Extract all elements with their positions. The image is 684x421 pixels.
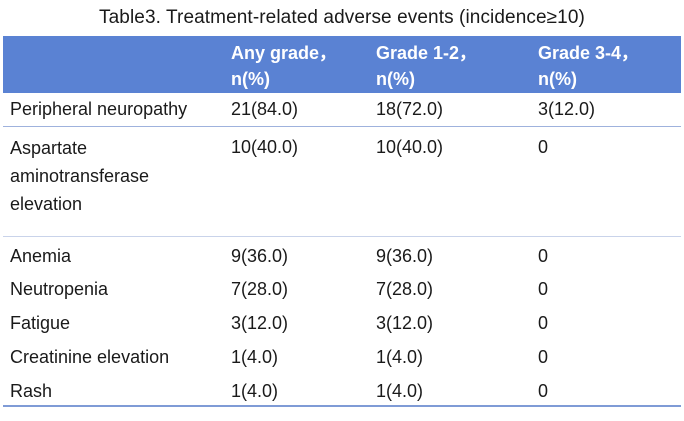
adverse-events-table: Any grade， n(%) Grade 1-2， n(%) Grade 3-… xyxy=(3,36,681,407)
grade-3-4-cell: 0 xyxy=(538,347,549,367)
any-grade-cell: 3(12.0) xyxy=(231,313,289,333)
header-cell-event xyxy=(3,36,224,93)
grade-1-2-cell: 3(12.0) xyxy=(376,313,434,333)
header-cell-grade-1-2: Grade 1-2， n(%) xyxy=(369,36,531,93)
event-cell: Peripheral neuropathy xyxy=(3,93,224,127)
table-row: Neutropenia 7(28.0) 7(28.0) 0 xyxy=(3,270,681,304)
any-grade-cell: 21(84.0) xyxy=(224,93,369,127)
grade-3-4-cell: 0 xyxy=(538,136,549,157)
any-grade-cell: 1(4.0) xyxy=(231,347,279,367)
event-cell: Rash xyxy=(3,372,224,407)
header-any-grade-line2: n(%) xyxy=(231,69,270,89)
event-cell: Neutropenia xyxy=(10,279,109,299)
header-row: Any grade， n(%) Grade 1-2， n(%) Grade 3-… xyxy=(3,36,681,93)
table-row: Fatigue 3(12.0) 3(12.0) 0 xyxy=(3,304,681,338)
table-row: Rash 1(4.0) 1(4.0) 0 xyxy=(3,372,681,407)
header-any-grade-line1: Any grade， xyxy=(231,43,338,63)
grade-1-2-cell: 7(28.0) xyxy=(376,279,434,299)
header-cell-grade-3-4: Grade 3-4， n(%) xyxy=(531,36,681,93)
grade-3-4-cell: 3(12.0) xyxy=(531,93,681,127)
table: Any grade， n(%) Grade 1-2， n(%) Grade 3-… xyxy=(3,36,681,407)
any-grade-cell: 10(40.0) xyxy=(231,136,299,157)
grade-1-2-cell: 10(40.0) xyxy=(376,136,444,157)
grade-3-4-cell: 0 xyxy=(531,235,681,270)
grade-3-4-cell: 0 xyxy=(538,279,549,299)
header-grade-1-2-line2: n(%) xyxy=(376,69,415,89)
table-body: Peripheral neuropathy 21(84.0) 18(72.0) … xyxy=(3,93,681,407)
grade-1-2-cell: 1(4.0) xyxy=(369,372,531,407)
any-grade-cell: 1(4.0) xyxy=(224,372,369,407)
header-cell-any-grade: Any grade， n(%) xyxy=(224,36,369,93)
event-cell: Anemia xyxy=(3,235,224,270)
table-row: Creatinine elevation 1(4.0) 1(4.0) 0 xyxy=(3,338,681,372)
grade-3-4-cell: 0 xyxy=(538,313,549,333)
header-grade-1-2-line1: Grade 1-2， xyxy=(376,43,478,63)
event-cell: Creatinine elevation xyxy=(10,347,170,367)
table-header: Any grade， n(%) Grade 1-2， n(%) Grade 3-… xyxy=(3,36,681,93)
table-row: Aspartate aminotransferase elevation 10(… xyxy=(3,126,681,236)
header-grade-3-4-line2: n(%) xyxy=(538,69,577,89)
table-row: Peripheral neuropathy 21(84.0) 18(72.0) … xyxy=(3,93,681,127)
grade-1-2-cell: 9(36.0) xyxy=(369,235,531,270)
event-cell: Aspartate aminotransferase elevation xyxy=(10,137,150,214)
event-cell: Fatigue xyxy=(10,313,71,333)
any-grade-cell: 9(36.0) xyxy=(224,235,369,270)
table-row: Anemia 9(36.0) 9(36.0) 0 xyxy=(3,235,681,270)
any-grade-cell: 7(28.0) xyxy=(231,279,289,299)
grade-1-2-cell: 18(72.0) xyxy=(369,93,531,127)
grade-3-4-cell: 0 xyxy=(531,372,681,407)
grade-1-2-cell: 1(4.0) xyxy=(376,347,424,367)
header-grade-3-4-line1: Grade 3-4， xyxy=(538,43,640,63)
table-caption: Table3. Treatment-related adverse events… xyxy=(99,7,585,28)
